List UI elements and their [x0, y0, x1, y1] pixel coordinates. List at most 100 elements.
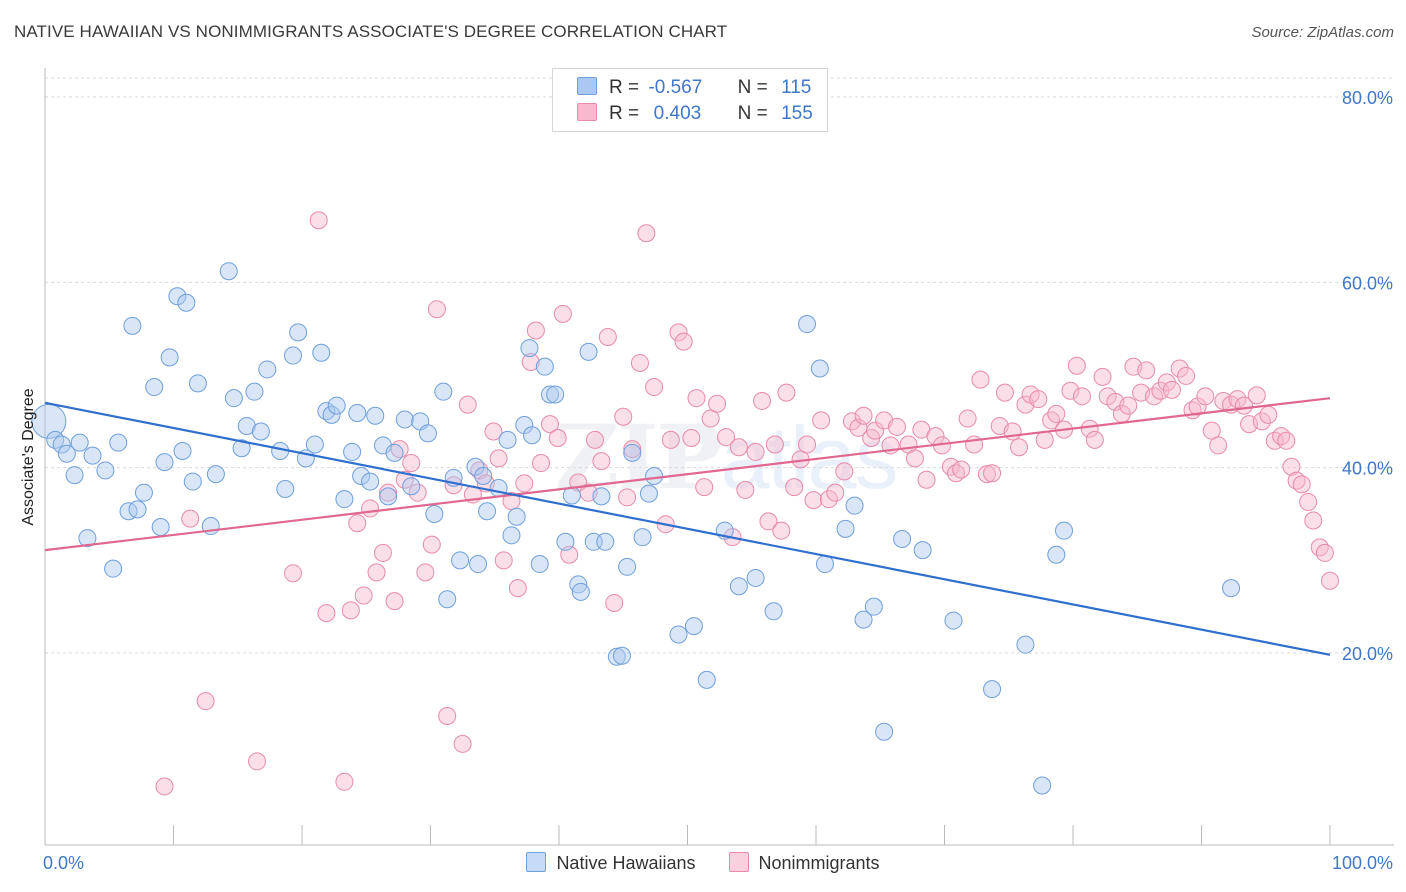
legend-swatch-pink [577, 103, 597, 121]
nonimmigrants-point [695, 478, 714, 497]
nonimmigrants-point [1209, 436, 1228, 455]
nonimmigrants-point [361, 499, 380, 518]
nonimmigrants-point [1252, 412, 1271, 431]
native-hawaiians-point [438, 590, 457, 609]
native-hawaiians-point [160, 348, 179, 367]
native-hawaiians-point [520, 339, 539, 358]
nonimmigrants-point [341, 601, 360, 620]
nonimmigrants-point [592, 452, 611, 471]
nonimmigrants-point [515, 474, 534, 493]
nonimmigrants-point [772, 521, 791, 540]
nonimmigrants-point [1085, 430, 1104, 449]
native-hawaiians-point [402, 477, 421, 496]
native-hawaiians-point [469, 555, 488, 574]
nonimmigrants-point [1321, 571, 1339, 590]
native-hawaiians-point [612, 646, 631, 665]
nonimmigrants-point [553, 304, 572, 323]
native-hawaiians-point [373, 436, 392, 455]
native-hawaiians-point [854, 610, 873, 629]
legend-r-value: -0.567 [648, 77, 703, 98]
x-tick-label-min: 0.0% [43, 853, 84, 873]
native-hawaiians-point [507, 507, 526, 526]
nonimmigrants-point [614, 407, 633, 426]
nonimmigrants-point [1035, 430, 1054, 449]
nonimmigrants-point [952, 460, 971, 479]
nonimmigrants-point [354, 586, 373, 605]
nonimmigrants-point [284, 564, 303, 583]
nonimmigrants-point [826, 483, 845, 502]
native-hawaiians-point [83, 446, 102, 465]
native-hawaiians-point [343, 442, 362, 461]
legend-n-label: N = [737, 103, 768, 124]
nonimmigrants-point [155, 777, 174, 796]
nonimmigrants-point [309, 211, 328, 230]
nonimmigrants-point [1170, 359, 1189, 378]
nonimmigrants-point [1292, 475, 1311, 494]
native-hawaiians-point [379, 487, 398, 506]
native-hawaiians-point [251, 422, 270, 441]
y-tick-label: 40.0% [1342, 459, 1393, 479]
native-hawaiians-point [183, 472, 202, 491]
native-hawaiians-point [592, 487, 611, 506]
y-tick-label: 20.0% [1342, 644, 1393, 664]
nonimmigrants-point [489, 449, 508, 468]
nonimmigrants-point [521, 353, 540, 372]
nonimmigrants-point [785, 478, 804, 497]
native-hawaiians-point [245, 382, 264, 401]
nonimmigrants-point [777, 383, 796, 402]
grid-lines [45, 77, 1394, 654]
nonimmigrants-point [548, 429, 567, 448]
native-hawaiians-point [1055, 521, 1074, 540]
native-hawaiians-point [109, 433, 128, 452]
native-hawaiians-point [474, 467, 493, 486]
native-hawaiians-point [810, 359, 829, 378]
native-hawaiians-point [684, 617, 703, 636]
native-hawaiians-point [65, 466, 84, 485]
native-hawaiians-point [327, 396, 346, 415]
native-hawaiians-point [168, 287, 187, 306]
nonimmigrants-point [532, 454, 551, 473]
native-hawaiians-point [764, 602, 783, 621]
nonimmigrants-point [526, 321, 545, 340]
nonimmigrants-point [819, 490, 838, 509]
nonimmigrants-point [1247, 386, 1266, 405]
nonimmigrants-point [605, 593, 624, 612]
x-tick-label-max: 100.0% [1332, 853, 1393, 873]
nonimmigrants-point [1067, 356, 1086, 375]
nonimmigrants-point [379, 483, 398, 502]
nonimmigrants-point [759, 512, 778, 531]
native-hawaiians-point [151, 517, 170, 536]
nonimmigrants-point [1061, 381, 1080, 400]
nonimmigrants-point [682, 429, 701, 448]
nonimmigrants-point [585, 430, 604, 449]
native-hawaiians-point [623, 443, 642, 462]
nonimmigrants-point [1196, 387, 1215, 406]
nonimmigrants-point [1177, 366, 1196, 385]
legend-label-nonimmigrants: Nonimmigrants [758, 853, 880, 873]
nonimmigrants-point [842, 412, 861, 431]
nonimmigrants-point [983, 464, 1002, 483]
native-hawaiians-point [618, 557, 637, 576]
legend-swatch-blue [577, 77, 597, 95]
nonimmigrants-point [630, 353, 649, 372]
native-hawaiians-point [119, 502, 138, 521]
native-hawaiians-point [546, 385, 565, 404]
series-native-hawaiians-points [31, 262, 1241, 795]
legend-n-value: 115 [781, 77, 812, 98]
legend-r-label: R = [609, 77, 640, 98]
native-hawaiians-point [1016, 635, 1035, 654]
nonimmigrants-point [1137, 361, 1156, 380]
nonimmigrants-point [977, 465, 996, 484]
native-hawaiians-point [173, 441, 192, 460]
legend-swatch-blue [526, 852, 547, 872]
native-hawaiians-point [639, 484, 658, 503]
chart-title: NATIVE HAWAIIAN VS NONIMMIGRANTS ASSOCIA… [14, 22, 728, 41]
native-hawaiians-point [395, 410, 414, 429]
native-hawaiians-point [276, 479, 295, 498]
nonimmigrants-point [1162, 380, 1181, 399]
native-hawaiians-point [530, 555, 549, 574]
nonimmigrants-point [917, 470, 936, 489]
native-hawaiians-point [1047, 545, 1066, 564]
nonimmigrants-point [1072, 387, 1091, 406]
